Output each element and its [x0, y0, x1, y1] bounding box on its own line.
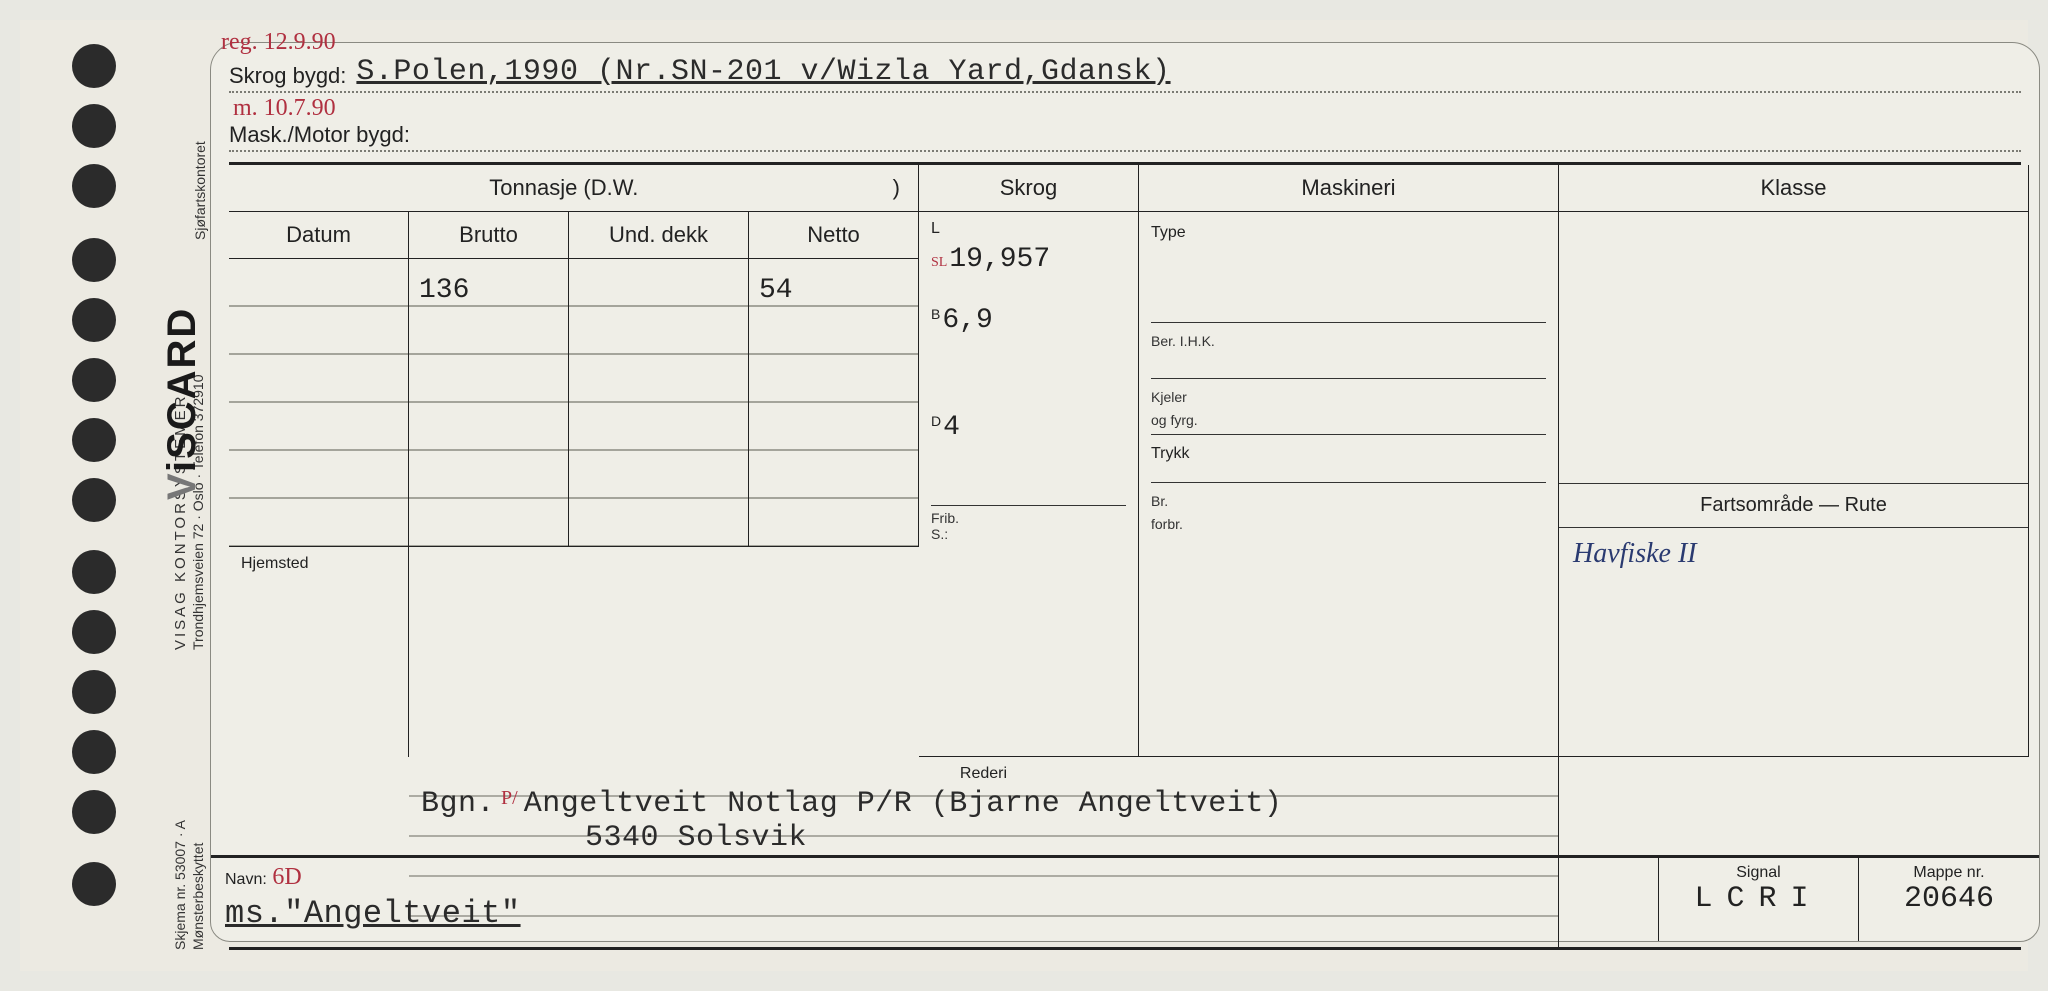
side-skjema: Skjema nr. 53007 · A: [172, 820, 188, 950]
signal-label: Signal: [1669, 864, 1848, 882]
klasse-hand: Havfiske II: [1573, 538, 1697, 569]
col-datum: Datum: [229, 212, 409, 259]
footer-mappe-block: Mappe nr. 20646: [1859, 858, 2039, 941]
mask-kjel: Kjeler og fyrg.: [1151, 389, 1198, 428]
tonnasje-paren: ): [893, 175, 912, 201]
header-tonnasje: Tonnasje (D.W. ): [229, 165, 919, 212]
l-label: L: [931, 220, 940, 238]
mask-ber: Ber. I.H.K.: [1151, 333, 1215, 349]
index-card: reg. 12.9.90 Skrog bygd: S.Polen,1990 (N…: [210, 42, 2040, 942]
binder-holes: [20, 20, 140, 971]
skrog-body: L SL 19,957 B6,9 D4 Frib. S.:: [919, 212, 1139, 757]
klasse-body: Fartsområde — Rute Havfiske II: [1559, 212, 2029, 757]
side-sjofart: Sjøfartskontoret: [192, 141, 208, 240]
document-scan: Sjøfartskontoret VISAG KONTORSYSTEMER Tr…: [20, 20, 2028, 971]
maskineri-body: Type Ber. I.H.K. Kjeler og fyrg. Trykk B…: [1139, 212, 1559, 757]
navn-label: Navn:: [225, 871, 267, 888]
b-label: B: [931, 306, 940, 322]
signal-value: LCRI: [1669, 882, 1848, 916]
rederi-line2: 5340 Solsvik: [585, 821, 1546, 855]
rederi-line1: Angeltveit Notlag P/R (Bjarne Angeltveit…: [524, 787, 1283, 821]
viscard-logo: ViSCARD: [160, 307, 205, 500]
header-skrog: Skrog: [919, 165, 1139, 212]
l-sup: SL: [931, 255, 947, 271]
brutto-col: 136: [409, 259, 569, 547]
col-netto: Netto: [749, 212, 919, 259]
col-brutto: Brutto: [409, 212, 569, 259]
brutto-value: 136: [419, 275, 469, 306]
navn-hand: 6D: [272, 864, 301, 890]
header-klasse: Klasse: [1559, 165, 2029, 212]
value-skrog-bygd: S.Polen,1990 (Nr.SN-201 v/Wizla Yard,Gda…: [356, 55, 1170, 89]
frib-label: Frib.: [931, 510, 959, 526]
netto-col: 54: [749, 259, 919, 547]
l-value: 19,957: [949, 244, 1050, 275]
rederi-label: Rederi: [421, 765, 1546, 783]
b-value: 6,9: [942, 305, 992, 336]
label-mask-bygd: Mask./Motor bygd:: [229, 122, 410, 148]
mask-trykk: Trykk: [1151, 445, 1190, 462]
ship-name: ms."Angeltveit": [225, 895, 1644, 932]
hjemsted-block: Hjemsted: [229, 547, 409, 757]
label-skrog-bygd: Skrog bygd:: [229, 63, 346, 89]
annotation-pk: P/: [501, 787, 518, 821]
hjemsted-value: Bgn.: [421, 787, 495, 821]
side-monster: Mønsterbeskyttet: [190, 843, 206, 950]
footer-name-block: Navn: 6D ms."Angeltveit": [211, 858, 1659, 941]
row-skrog-bygd: Skrog bygd: S.Polen,1990 (Nr.SN-201 v/Wi…: [229, 55, 2021, 93]
und-col: [569, 259, 749, 547]
d-value: 4: [943, 412, 960, 443]
datum-col: [229, 259, 409, 547]
hjemsted-label: Hjemsted: [241, 555, 396, 573]
header-maskineri: Maskineri: [1139, 165, 1559, 212]
card-footer: Navn: 6D ms."Angeltveit" Signal LCRI Map…: [211, 855, 2039, 941]
row-mask-bygd: Mask./Motor bygd:: [229, 122, 2021, 152]
mappe-value: 20646: [1869, 882, 2029, 916]
tonnasje-label: Tonnasje (D.W.: [489, 175, 638, 200]
annotation-reg: reg. 12.9.90: [221, 29, 336, 56]
annotation-m: m. 10.7.90: [229, 93, 2021, 122]
main-grid: Tonnasje (D.W. ) Skrog Maskineri Klasse …: [229, 162, 2021, 950]
netto-value: 54: [759, 275, 793, 306]
d-label: D: [931, 413, 941, 429]
mappe-label: Mappe nr.: [1869, 864, 2029, 882]
col-und: Und. dekk: [569, 212, 749, 259]
mask-type: Type: [1151, 224, 1186, 241]
footer-signal-block: Signal LCRI: [1659, 858, 1859, 941]
s-label: S.:: [931, 526, 948, 542]
klasse-farts: Fartsområde — Rute: [1559, 483, 2028, 528]
mask-br: Br. forbr.: [1151, 493, 1183, 532]
